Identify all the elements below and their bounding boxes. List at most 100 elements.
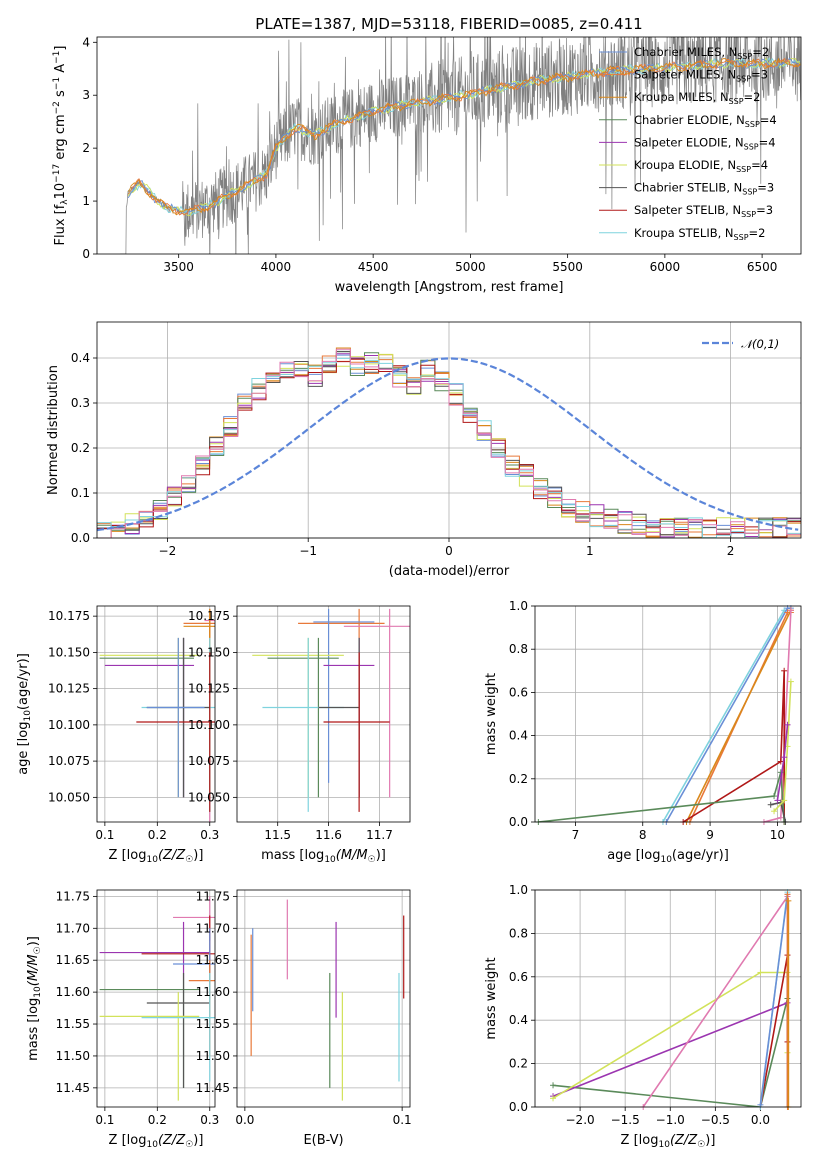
y-tick-label: 0.4 [509, 1013, 528, 1027]
y-tick-label: 0.8 [509, 926, 528, 940]
label-part: (Z/Z [670, 1133, 698, 1148]
label-part: ☉ [185, 855, 193, 865]
mass-weight-line [682, 670, 785, 822]
label-part: SSP [744, 142, 759, 151]
label-part: )] [376, 848, 386, 863]
normal-distribution-curve [96, 357, 799, 532]
x-tick-label: 0.3 [200, 1113, 219, 1127]
label-part: Chabrier MILES, N [634, 45, 737, 59]
label-part: (Z/Z [158, 1133, 186, 1148]
y-tick-label: 0.4 [509, 729, 528, 743]
label-part: ☉ [185, 1140, 193, 1150]
x-tick-label: 6000 [650, 260, 681, 274]
x-tick-label: 4500 [358, 260, 389, 274]
z-x-label: Z [log10(Z/Z☉)] [109, 1133, 204, 1150]
mass-weight-line [759, 894, 789, 1105]
y-tick-label: 2 [82, 141, 90, 155]
x-tick-label: 0 [445, 544, 453, 558]
legend-label: Salpeter MILES, NSSP=3 [634, 68, 768, 84]
axes-frame [236, 605, 411, 823]
label-part: Z [log [621, 1133, 659, 1148]
age-vs-z-panel: 0.1 0.2 0.3 10.050 10.075 10.100 10.125 10.150 1… [16, 605, 219, 865]
label-part: ☉ [33, 946, 43, 954]
y-tick-label: 0.6 [509, 970, 528, 984]
y-tick-label: 0.0 [71, 531, 90, 545]
x-tick-label: 5000 [455, 260, 486, 274]
label-part: A [53, 64, 68, 77]
spectrum-x-label: wavelength [Angstrom, rest frame] [335, 280, 564, 295]
x-tick-label: 9 [706, 828, 714, 842]
label-part: ☉ [697, 1140, 705, 1150]
y-tick-label: 10.100 [188, 718, 230, 732]
label-part: ☉ [368, 855, 376, 865]
y-tick-label: 0.6 [509, 685, 528, 699]
y-tick-label: 10.175 [188, 609, 230, 623]
y-tick-label: 11.75 [196, 889, 230, 903]
label-part: SSP [729, 97, 744, 106]
weight-y-label: mass weight [484, 673, 499, 755]
label-part: (M/M [26, 954, 41, 986]
label-part: Chabrier STELIB, N [634, 181, 742, 195]
y-tick-label: 0.4 [71, 351, 90, 365]
label-part: =2 [752, 45, 769, 59]
label-part: Kroupa ELODIE, N [634, 158, 736, 172]
label-part: −2 [52, 101, 62, 114]
label-part: mass [log [261, 848, 324, 863]
y-tick-label: 11.55 [56, 1017, 90, 1031]
label-part: −1 [52, 51, 62, 64]
label-part: Z [log [109, 848, 147, 863]
label-part: =4 [759, 135, 776, 149]
y-tick-label: 0.2 [71, 441, 90, 455]
label-part: SSP [734, 233, 749, 242]
label-part: −17 [52, 164, 62, 183]
legend-label: 𝒩(0,1) [741, 337, 779, 351]
age-vs-mass-panel: 11.5 11.6 11.7 10.050 10.075 10.100 10.125 10.1… [188, 605, 411, 865]
y-tick-label: 10.125 [188, 682, 230, 696]
x-tick-label: −2 [159, 544, 177, 558]
x-tick-label: −1.5 [611, 1113, 640, 1127]
label-part: SSP [742, 188, 757, 197]
label-part: 10 [324, 855, 336, 865]
y-tick-label: 1.0 [509, 599, 528, 613]
x-tick-label: 3500 [163, 260, 194, 274]
x-tick-label: −0.5 [701, 1113, 730, 1127]
label-part: mass [log [26, 998, 41, 1061]
label-part: SSP [736, 165, 751, 174]
label-part: =4 [751, 158, 768, 172]
label-part: ] [53, 46, 68, 51]
label-part: −1 [52, 77, 62, 90]
y-tick-label: 10.075 [48, 754, 90, 768]
y-tick-label: 10.050 [188, 790, 230, 804]
label-part: )] [26, 936, 41, 946]
x-tick-label: 4000 [261, 260, 292, 274]
mass-weight-line [665, 607, 791, 822]
y-tick-label: 11.65 [56, 953, 90, 967]
y-tick-label: 11.55 [196, 1017, 230, 1031]
x-tick-label: −2.0 [566, 1113, 595, 1127]
x-tick-label: 11.6 [315, 828, 342, 842]
y-tick-label: 11.70 [196, 921, 230, 935]
mass-weight-line [773, 681, 792, 812]
x-tick-label: 6500 [747, 260, 778, 274]
label-part: age [log [607, 848, 660, 863]
label-part: erg cm [53, 114, 68, 163]
residuals-y-label: Normed distribution [46, 365, 61, 495]
legend-label: Chabrier STELIB, NSSP=3 [634, 181, 774, 197]
label-part: (age/yr)] [672, 848, 729, 863]
x-tick-label: 1 [586, 544, 594, 558]
label-part: SSP [737, 52, 752, 61]
y-tick-label: 11.60 [56, 985, 90, 999]
mass-x-label: mass [log10(M/M☉)] [261, 848, 386, 865]
x-tick-label: 7 [572, 828, 580, 842]
legend-label: Salpeter ELODIE, NSSP=4 [634, 135, 776, 151]
y-tick-label: 10.150 [48, 645, 90, 659]
y-tick-label: 10.125 [48, 682, 90, 696]
mass-weight-line [759, 954, 789, 1107]
legend-label: Kroupa ELODIE, NSSP=4 [634, 158, 768, 174]
residual-histogram-line [97, 357, 801, 538]
y-tick-label: 0.8 [509, 642, 528, 656]
axes-frame [96, 889, 216, 1108]
label-part: 10 [33, 986, 43, 998]
label-part: Flux [f [53, 204, 68, 245]
